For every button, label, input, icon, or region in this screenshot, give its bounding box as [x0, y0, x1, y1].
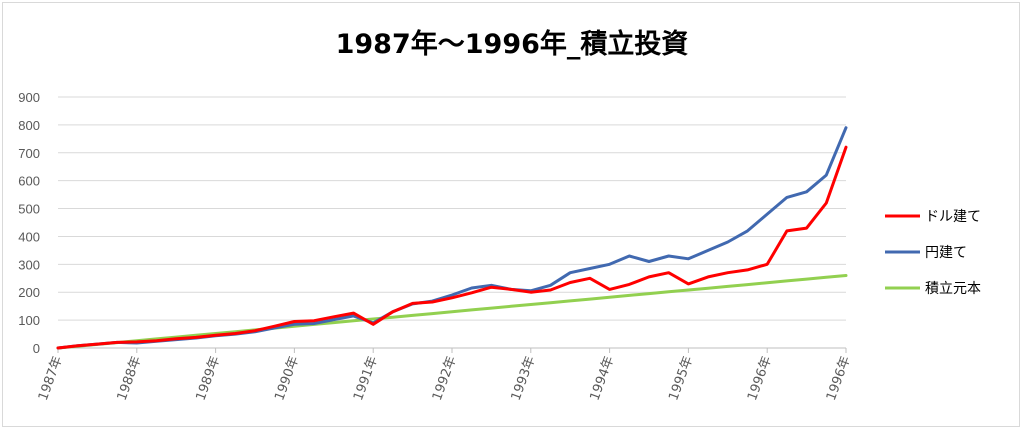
x-tick-label: 1987年: [36, 354, 66, 402]
y-tick-label: 100: [18, 313, 40, 328]
x-tick-label: 1996年: [824, 354, 854, 402]
x-tick-label: 1995年: [666, 354, 696, 402]
x-axis-ticks: 1987年 1988年 1989年 1990年 1991年 1992年 1993年 1994年…: [36, 347, 854, 403]
series-line-2: [56, 274, 848, 350]
legend-label-0: ドル建て: [925, 209, 981, 225]
y-tick-label: 900: [18, 90, 40, 105]
series-line-0: [56, 145, 848, 350]
y-tick-label: 600: [18, 174, 40, 189]
gridlines: [58, 96, 846, 349]
x-tick-label: 1994年: [587, 354, 617, 402]
y-tick-label: 500: [18, 202, 40, 217]
x-tick-label: 1990年: [272, 354, 302, 402]
chart-title: 1987年～1996年_積立投資: [335, 29, 689, 60]
x-tick-label: 1991年: [351, 354, 381, 402]
legend-label-2: 積立元本: [925, 281, 981, 297]
legend-label-1: 円建て: [925, 245, 967, 261]
y-tick-label: 400: [18, 229, 40, 244]
y-tick-label: 700: [18, 146, 40, 161]
y-tick-label: 300: [18, 257, 40, 272]
y-tick-label: 0: [33, 341, 40, 356]
x-tick-label: 1993年: [509, 354, 539, 402]
series-lines: [56, 126, 848, 350]
series-line-1: [56, 126, 848, 350]
y-tick-label: 800: [18, 118, 40, 133]
x-tick-label: 1992年: [430, 354, 460, 402]
y-tick-label: 200: [18, 285, 40, 300]
y-axis-ticks: 0 100 200 300 400 500 600 700 800 900: [18, 90, 40, 356]
x-tick-label: 1996年: [745, 354, 775, 402]
x-tick-label: 1988年: [115, 354, 145, 402]
x-tick-label: 1989年: [193, 354, 223, 402]
